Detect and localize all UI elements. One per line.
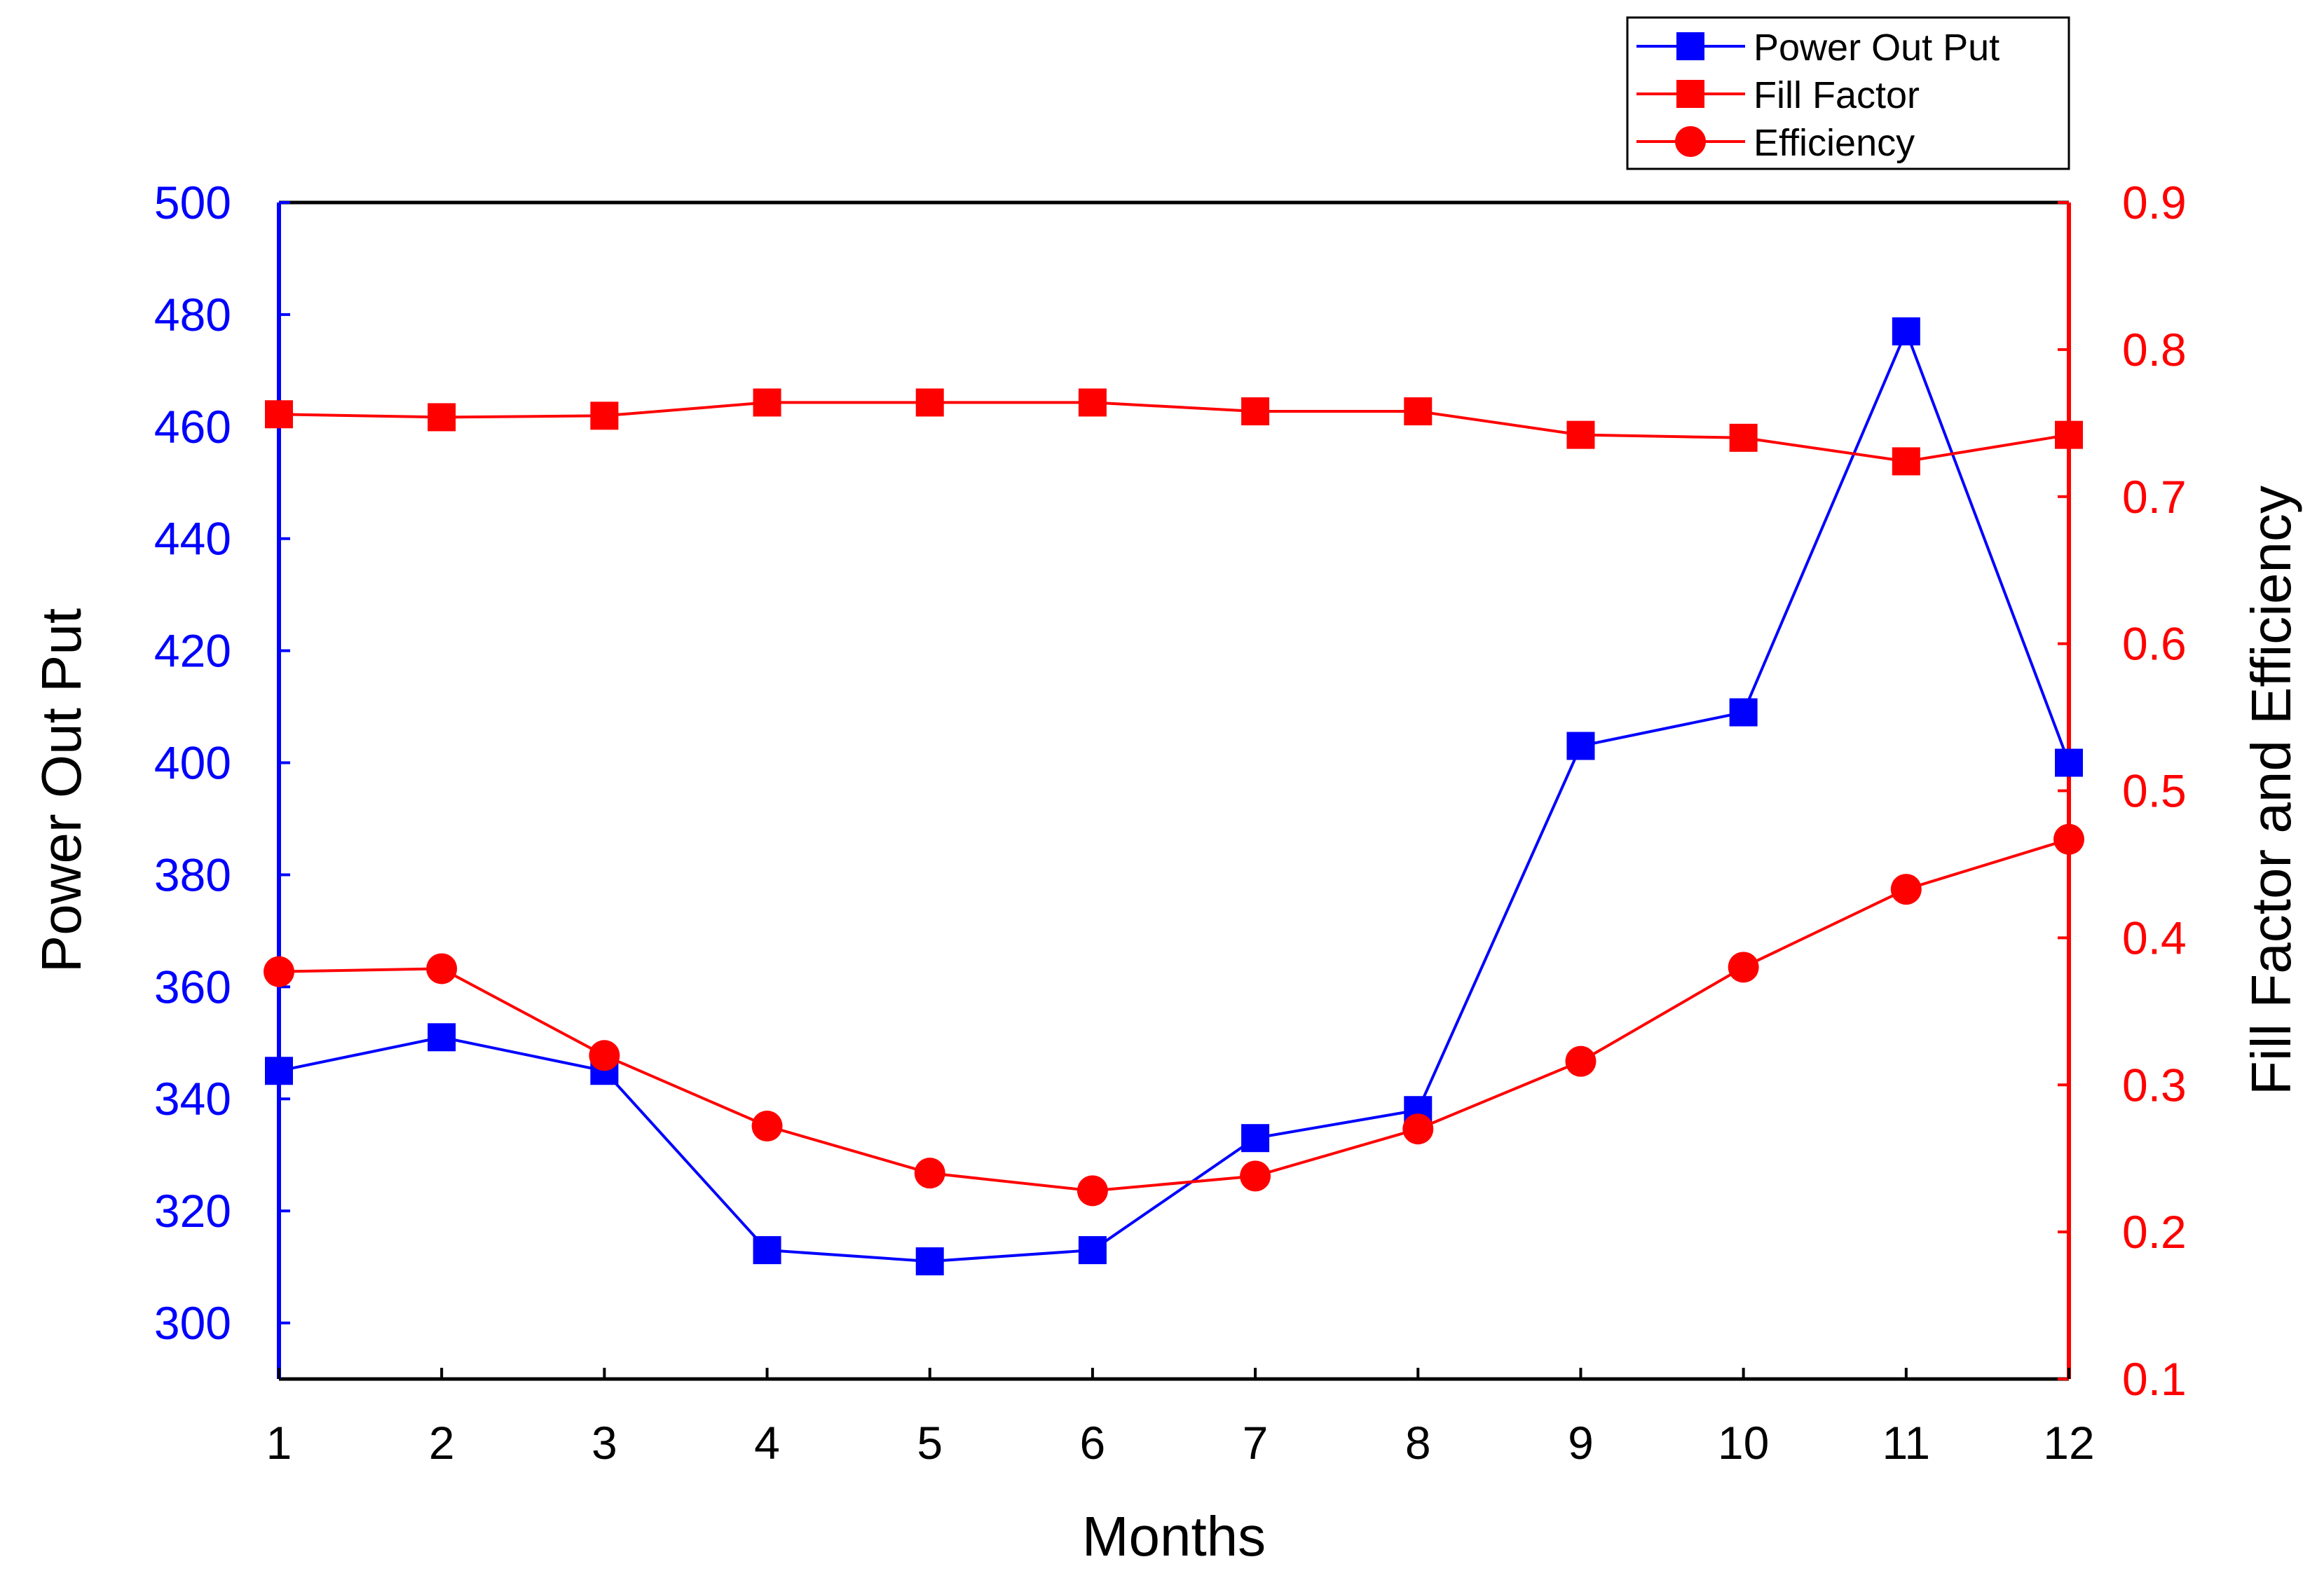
data-point-fill-factor [915, 388, 944, 417]
left-y-tick-label: 360 [154, 961, 231, 1013]
data-point-fill-factor [1892, 447, 1920, 476]
data-point-efficiency [751, 1111, 783, 1142]
x-axis-title: Months [1082, 1505, 1266, 1567]
data-point-efficiency [1076, 1175, 1108, 1207]
data-point-fill-factor [1729, 423, 1758, 452]
data-point-power-out-put [2055, 748, 2083, 777]
left-y-axis-title: Power Out Put [30, 608, 93, 973]
data-point-power-out-put [1078, 1236, 1107, 1265]
left-y-tick-label: 380 [154, 849, 231, 900]
right-y-tick-label: 0.5 [2122, 765, 2187, 817]
data-point-fill-factor [265, 400, 293, 429]
right-y-tick-label: 0.4 [2122, 912, 2187, 963]
right-y-tick-label: 0.8 [2122, 324, 2187, 376]
left-y-tick-label: 300 [154, 1297, 231, 1349]
data-point-power-out-put [1241, 1124, 1270, 1153]
left-y-tick-label: 320 [154, 1185, 231, 1237]
data-point-efficiency [264, 956, 294, 987]
data-point-fill-factor [1566, 420, 1595, 449]
legend-marker-fill-factor [1676, 80, 1704, 108]
series-layer [264, 317, 2084, 1276]
x-tick-label: 4 [754, 1417, 780, 1469]
data-point-efficiency [426, 953, 458, 984]
legend-marker-power-out-put [1676, 32, 1704, 60]
x-tick-label: 6 [1080, 1417, 1106, 1469]
data-point-efficiency [1240, 1160, 1271, 1192]
x-tick-label: 1 [266, 1417, 292, 1469]
x-tick-label: 11 [1882, 1417, 1931, 1469]
series-line-fill-factor [278, 401, 2070, 463]
data-point-power-out-put [1566, 732, 1595, 760]
data-point-efficiency [589, 1040, 620, 1071]
right-y-tick-label: 0.1 [2122, 1353, 2187, 1405]
left-y-tick-label: 460 [154, 401, 231, 453]
legend-item-power-out-put: Power Out Put [1636, 27, 2000, 69]
data-point-fill-factor [2055, 420, 2083, 449]
data-point-efficiency [1402, 1113, 1434, 1145]
right-y-tick-label: 0.3 [2122, 1059, 2187, 1111]
data-point-efficiency [1565, 1045, 1597, 1077]
data-point-efficiency [1728, 952, 1759, 983]
left-y-tick-label: 420 [154, 625, 231, 677]
x-tick-label: 10 [1718, 1417, 1769, 1469]
left-y-tick-label: 400 [154, 737, 231, 789]
legend-item-efficiency: Efficiency [1636, 122, 1915, 164]
x-axis-ticks: 1 2 3 4 5 6 7 8 9 10 11 12 [266, 1368, 2095, 1469]
legend-label-power-out-put: Power Out Put [1754, 27, 2000, 69]
left-y-tick-label: 500 [154, 177, 231, 228]
series-line-power-out-put [278, 327, 2070, 1263]
x-tick-label: 12 [2043, 1417, 2094, 1469]
data-point-power-out-put [753, 1236, 781, 1265]
data-point-efficiency [2053, 823, 2084, 855]
legend-marker-efficiency [1675, 126, 1706, 157]
right-y-tick-label: 0.6 [2122, 618, 2187, 670]
x-tick-label: 8 [1405, 1417, 1431, 1469]
left-y-tick-label: 480 [154, 289, 231, 341]
data-point-power-out-put [1729, 698, 1758, 727]
data-point-fill-factor [1241, 397, 1270, 426]
data-point-efficiency [914, 1158, 945, 1189]
legend-label-efficiency: Efficiency [1754, 122, 1915, 164]
data-point-fill-factor [1078, 388, 1107, 417]
left-y-tick-label: 340 [154, 1073, 231, 1125]
data-point-fill-factor [753, 388, 781, 417]
data-point-fill-factor [590, 402, 619, 430]
legend: Power Out Put Fill Factor Efficiency [1626, 16, 2070, 170]
left-y-tick-label: 440 [154, 513, 231, 565]
x-tick-label: 9 [1568, 1417, 1594, 1469]
right-y-axis-ticks: 0.1 0.2 0.3 0.4 0.5 0.6 0.7 0.8 0.9 [2058, 177, 2187, 1405]
data-point-power-out-put [1892, 317, 1920, 345]
series-line-efficiency [278, 837, 2070, 1193]
left-y-axis-ticks: 300 320 340 360 380 400 420 440 460 480 500 [154, 177, 290, 1349]
x-tick-label: 3 [592, 1417, 617, 1469]
x-tick-label: 5 [917, 1417, 943, 1469]
x-tick-label: 2 [429, 1417, 455, 1469]
legend-label-fill-factor: Fill Factor [1754, 74, 1920, 116]
legend-item-fill-factor: Fill Factor [1636, 74, 1920, 116]
data-point-efficiency [1890, 874, 1922, 905]
data-point-power-out-put [915, 1247, 944, 1276]
data-point-power-out-put [265, 1057, 293, 1085]
right-y-tick-label: 0.2 [2122, 1206, 2187, 1258]
data-point-fill-factor [428, 403, 456, 432]
x-tick-label: 7 [1243, 1417, 1269, 1469]
data-point-power-out-put [428, 1023, 456, 1052]
right-y-axis-title: Fill Factor and Efficiency [2240, 486, 2302, 1095]
data-point-fill-factor [1404, 397, 1433, 426]
right-y-tick-label: 0.9 [2122, 177, 2187, 228]
right-y-tick-label: 0.7 [2122, 471, 2187, 523]
